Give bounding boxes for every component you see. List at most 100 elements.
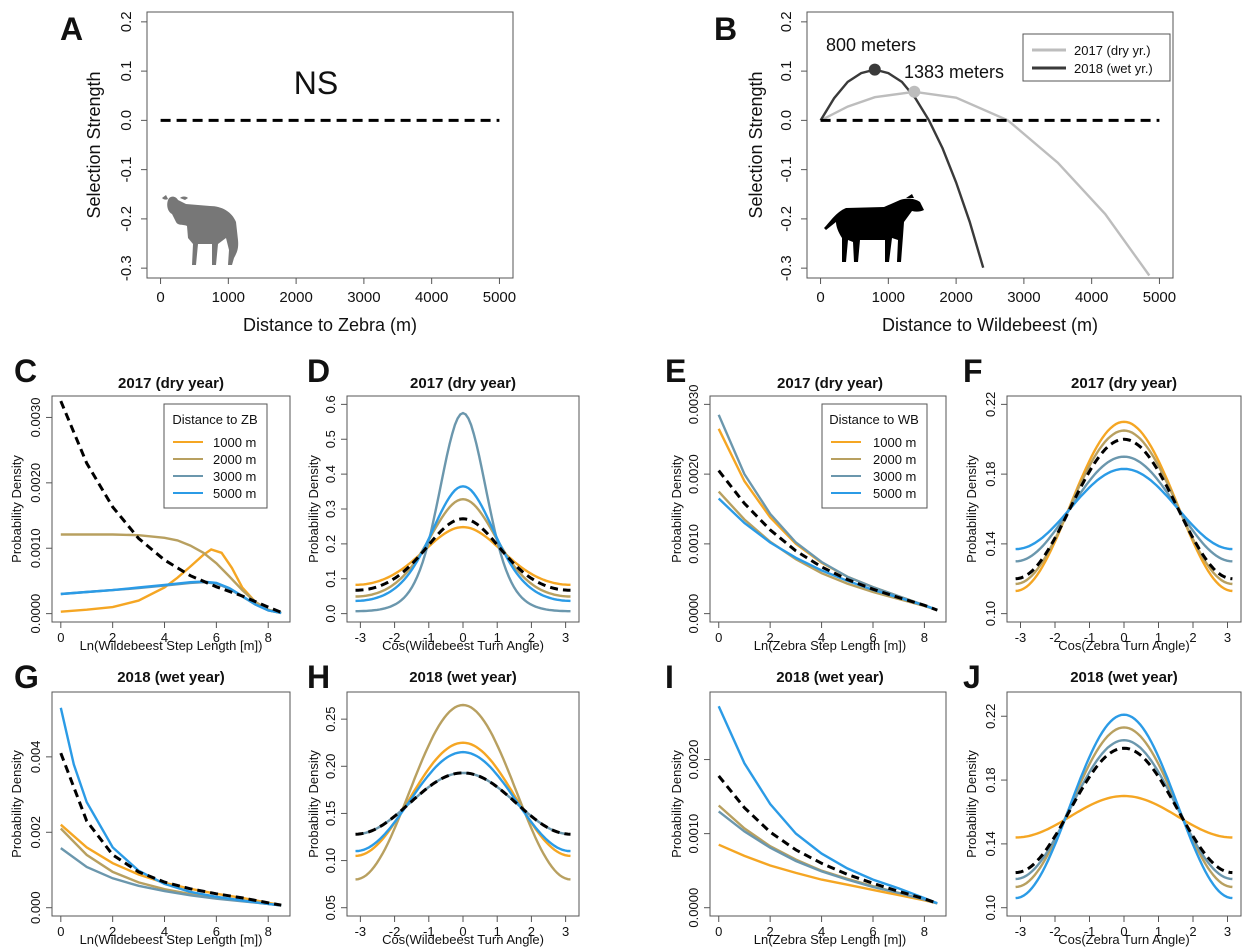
- panel-h: 2018 (wet year) Cos(Wildebeest Turn Angl…: [306, 669, 580, 947]
- y-tick-label: 0.0010: [686, 524, 701, 564]
- ns-annotation: NS: [294, 65, 338, 101]
- x-axis-label: Ln(Wildebeest Step Length [m]): [80, 932, 263, 947]
- y-tick-label: 0.1: [778, 61, 795, 82]
- x-tick-label: 8: [265, 924, 272, 939]
- x-tick-label: 0: [715, 630, 722, 645]
- x-tick-label: 1: [494, 924, 501, 939]
- y-tick-label: 0.6: [323, 395, 338, 413]
- x-axis-label: Cos(Zebra Turn Angle): [1058, 932, 1190, 947]
- y-axis-label: Selection Strength: [746, 71, 766, 218]
- panel-i: 2018 (wet year) Ln(Zebra Step Length [m]…: [669, 669, 947, 947]
- legend-label-5000: 5000 m: [213, 486, 256, 501]
- y-axis-label: Selection Strength: [84, 71, 104, 218]
- wildebeest-icon: [162, 195, 239, 265]
- series-line: [355, 750, 571, 853]
- x-tick-label: 2: [1189, 924, 1196, 939]
- y-tick-label: 0.0020: [28, 463, 43, 503]
- plot-frame: [146, 11, 514, 279]
- x-tick-label: 1: [1155, 630, 1162, 645]
- x-tick-label: 4: [818, 924, 825, 939]
- series-line: [717, 810, 938, 905]
- y-tick-label: 0.25: [323, 706, 338, 731]
- y-axis-label: Probability Density: [964, 750, 979, 858]
- x-tick-label: -1: [1084, 630, 1096, 645]
- legend-label-3000: 3000 m: [873, 469, 916, 484]
- series-line: [355, 741, 571, 858]
- reference-dashed-line: [1015, 437, 1233, 581]
- series-line: [717, 804, 938, 905]
- y-axis-label: Probability Density: [669, 750, 684, 858]
- peak-label-2017: 1383 meters: [904, 62, 1004, 82]
- legend-label-3000: 3000 m: [213, 469, 256, 484]
- x-tick-label: 0: [1120, 924, 1127, 939]
- y-axis-label: Probability Density: [306, 750, 321, 858]
- x-tick-label: 1000: [212, 289, 245, 306]
- x-tick-label: 3000: [1007, 289, 1040, 306]
- y-tick-label: 0.22: [983, 392, 998, 417]
- plot-frame: [346, 691, 580, 917]
- panel-letter-h: H: [307, 659, 330, 695]
- panel-letter-a: A: [60, 11, 83, 47]
- reference-dashed-line: [355, 771, 571, 836]
- x-tick-label: 4: [161, 630, 168, 645]
- reference-dashed-line: [1015, 746, 1233, 875]
- x-tick-label: -1: [1084, 924, 1096, 939]
- x-tick-label: 2: [767, 630, 774, 645]
- x-tick-label: 6: [869, 630, 876, 645]
- series-line: [355, 411, 571, 613]
- series-line: [59, 707, 282, 907]
- series-line: [1015, 467, 1233, 551]
- y-tick-label: 0.2: [323, 535, 338, 553]
- plot-frame: [709, 691, 947, 917]
- x-tick-label: 3: [1224, 924, 1231, 939]
- legend: Distance to WB 1000 m 2000 m 3000 m 5000…: [821, 403, 928, 509]
- series-line: [1015, 455, 1233, 563]
- x-tick-label: 2000: [279, 289, 312, 306]
- x-axis-label: Ln(Zebra Step Length [m]): [754, 638, 906, 653]
- series-line: [717, 705, 938, 905]
- y-tick-label: 0.20: [323, 754, 338, 779]
- y-tick-label: 0.002: [28, 816, 43, 849]
- x-tick-label: 0: [156, 289, 164, 306]
- series-line: [1015, 420, 1233, 593]
- peak-marker: [868, 63, 881, 76]
- panel-letter-g: G: [14, 659, 39, 695]
- y-tick-label: -0.2: [778, 206, 795, 232]
- y-tick-label: -0.3: [118, 255, 135, 281]
- y-tick-label: -0.2: [118, 206, 135, 232]
- x-tick-label: 0: [459, 924, 466, 939]
- panel-f: 2017 (dry year) Cos(Zebra Turn Angle) Pr…: [964, 375, 1242, 653]
- legend-box: [821, 403, 928, 509]
- series-line: [60, 548, 282, 615]
- x-tick-label: 2: [528, 924, 535, 939]
- y-tick-label: 0.14: [983, 531, 998, 556]
- series-line: [1015, 429, 1233, 586]
- y-tick-label: 0.0020: [686, 454, 701, 494]
- x-tick-label: 6: [869, 924, 876, 939]
- y-tick-label: 0.1: [118, 61, 135, 82]
- series-line: [717, 497, 938, 612]
- x-tick-label: 2: [109, 630, 116, 645]
- legend-box: [163, 403, 268, 509]
- zebra-icon: [824, 194, 924, 262]
- series-line: [355, 703, 571, 881]
- y-tick-label: -0.1: [778, 157, 795, 183]
- plot-frame: [51, 395, 291, 623]
- panel-e: 2017 (dry year) Ln(Zebra Step Length [m]…: [669, 375, 947, 653]
- reference-dashed-line: [59, 752, 282, 907]
- y-tick-label: 0.0000: [686, 888, 701, 928]
- y-tick-label: 0.0000: [28, 594, 43, 634]
- legend-title: Distance to ZB: [172, 412, 257, 427]
- x-tick-label: -1: [423, 630, 435, 645]
- y-tick-label: 0.4: [323, 465, 338, 483]
- y-axis-label: Probability Density: [9, 455, 24, 563]
- y-tick-label: 0.0010: [686, 814, 701, 854]
- x-tick-label: 0: [1120, 630, 1127, 645]
- legend: Distance to ZB 1000 m 2000 m 3000 m 5000…: [163, 403, 268, 509]
- panel-title: 2018 (wet year): [1070, 669, 1178, 686]
- y-axis-label: Probability Density: [306, 455, 321, 563]
- plot-frame: [51, 691, 291, 917]
- series-line: [355, 497, 571, 598]
- series-line: [355, 485, 571, 603]
- x-tick-label: 5000: [483, 289, 516, 306]
